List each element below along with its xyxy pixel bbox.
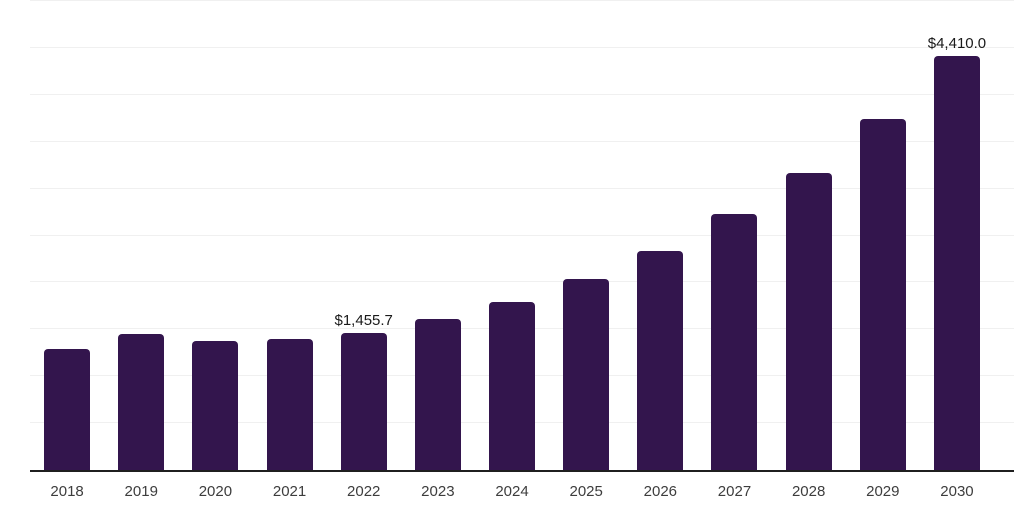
- bar-slot: $4,410.0: [920, 1, 994, 470]
- bar-slot: [549, 1, 623, 470]
- x-axis-label: 2025: [569, 483, 603, 500]
- bar-slot: $1,455.7: [327, 1, 401, 470]
- gridline: [30, 234, 1014, 236]
- bar-2024: [489, 302, 536, 470]
- gridline: [30, 281, 1014, 283]
- bar-2020: [192, 340, 239, 470]
- gridline: [30, 0, 1014, 1]
- bar-slot: [697, 1, 771, 470]
- bar-slot: [475, 1, 549, 470]
- bars-plot-area: $1,455.7 $4,410.0: [30, 1, 994, 470]
- bar-2023: [414, 318, 461, 470]
- bar-slot: [846, 1, 920, 470]
- gridline: [30, 140, 1014, 142]
- bar-2019: [118, 334, 165, 470]
- x-axis-label: 2019: [124, 483, 158, 500]
- bar-slot: [623, 1, 697, 470]
- bar-2018: [44, 349, 91, 470]
- x-axis-label: 2030: [940, 483, 974, 500]
- x-axis-label: 2028: [791, 483, 826, 500]
- bar-slot: [772, 1, 846, 470]
- bar-slot: [401, 1, 475, 470]
- x-axis-label: 2021: [272, 483, 307, 500]
- bar-2026: [637, 251, 684, 470]
- x-axis-label: 2023: [421, 483, 455, 500]
- x-axis-labels: 2018 2019 2020 2021 2022 2023 2024 2025 2026 2027…: [30, 483, 994, 505]
- bar-2027: [711, 213, 758, 470]
- x-axis-line: [30, 470, 1014, 472]
- bar-slot: [30, 1, 104, 470]
- x-axis-label: 2022: [347, 483, 381, 500]
- x-axis-label: 2018: [50, 483, 84, 500]
- x-axis-label: 2024: [495, 483, 529, 500]
- bar-2029: [859, 119, 906, 470]
- bar-2025: [563, 279, 610, 470]
- gridline: [30, 187, 1014, 189]
- bar-2028: [785, 173, 832, 470]
- bar-slot: [252, 1, 326, 470]
- bar-slot: [104, 1, 178, 470]
- x-axis-label: 2020: [198, 483, 233, 500]
- bar-2022: [340, 333, 387, 470]
- x-axis-label: 2029: [866, 483, 900, 500]
- x-axis-label: 2027: [717, 483, 752, 500]
- bar-2021: [266, 338, 313, 470]
- gridline: [30, 93, 1014, 95]
- x-axis-label: 2026: [643, 483, 678, 500]
- bar-data-label: $4,410.0: [927, 35, 987, 53]
- bar-2030: [933, 56, 980, 470]
- bar-slot: [178, 1, 252, 470]
- bar-data-label: $1,455.7: [334, 312, 393, 330]
- gridline: [30, 46, 1014, 48]
